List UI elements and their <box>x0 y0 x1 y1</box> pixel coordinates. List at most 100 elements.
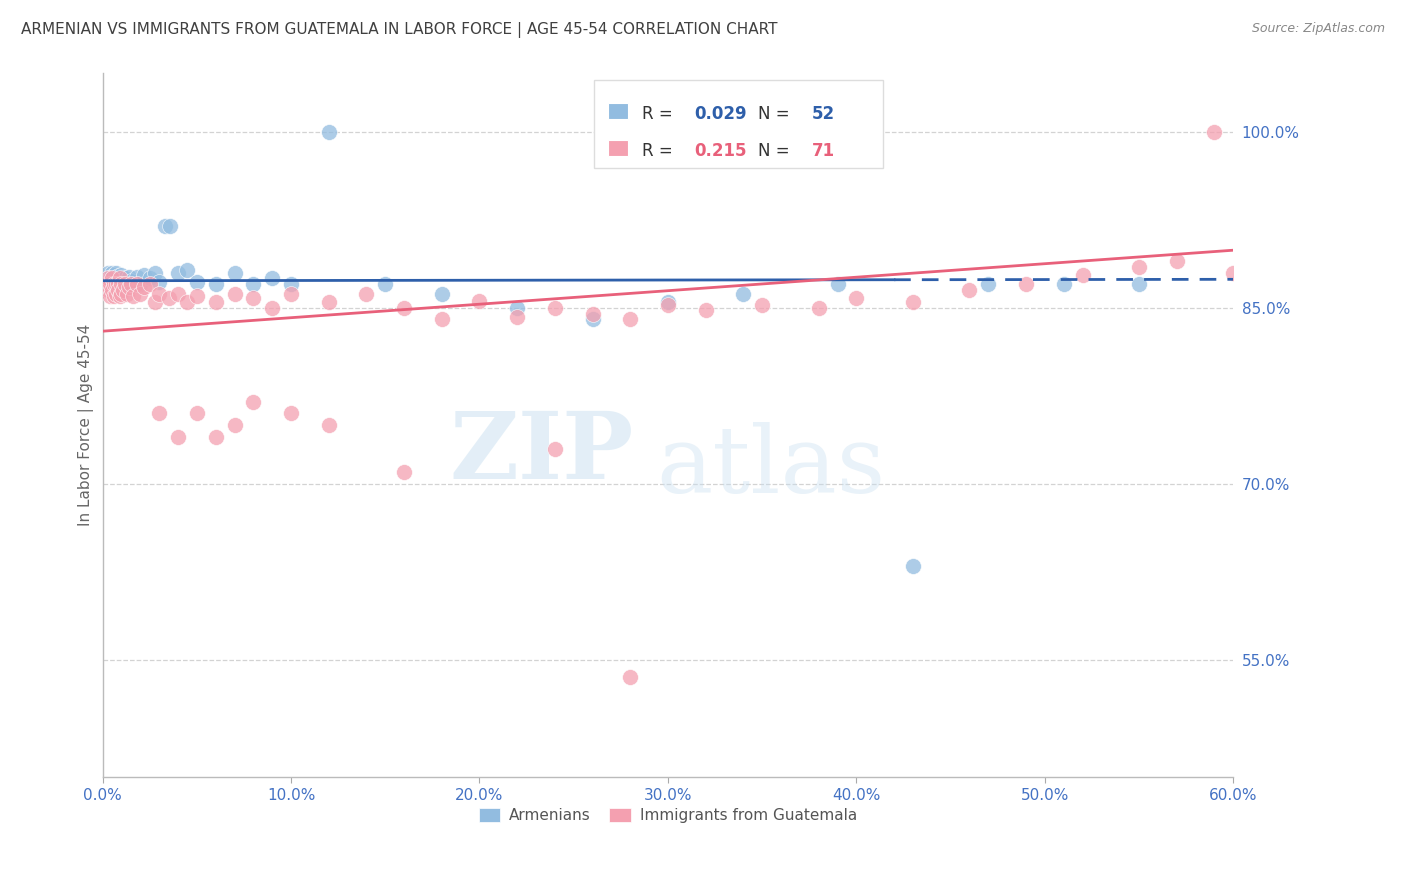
Point <box>104 277 127 292</box>
Text: ARMENIAN VS IMMIGRANTS FROM GUATEMALA IN LABOR FORCE | AGE 45-54 CORRELATION CHA: ARMENIAN VS IMMIGRANTS FROM GUATEMALA IN… <box>21 22 778 38</box>
Point <box>118 279 141 293</box>
Point <box>167 286 190 301</box>
Point <box>1128 277 1150 292</box>
Point <box>110 268 132 282</box>
Point <box>167 430 190 444</box>
Point <box>1071 268 1094 282</box>
Point <box>242 394 264 409</box>
Point <box>242 277 264 292</box>
Point <box>101 271 124 285</box>
Point <box>103 289 125 303</box>
Text: ZIP: ZIP <box>450 409 634 499</box>
Point <box>108 289 131 303</box>
Point <box>204 294 226 309</box>
Point <box>374 277 396 292</box>
Point <box>148 406 170 420</box>
Point <box>581 312 603 326</box>
Point <box>959 283 981 297</box>
Text: atlas: atlas <box>657 422 886 512</box>
Point <box>1166 253 1188 268</box>
Point <box>392 465 415 479</box>
Point <box>125 270 148 285</box>
Point <box>468 293 491 308</box>
Point <box>901 558 924 573</box>
Point <box>110 286 132 301</box>
Point <box>107 277 129 292</box>
Point <box>121 289 143 303</box>
Point <box>103 277 125 292</box>
Text: 0.029: 0.029 <box>695 105 747 123</box>
Point <box>845 291 868 305</box>
Point <box>242 291 264 305</box>
Point <box>132 268 155 282</box>
Point <box>186 289 208 303</box>
Point <box>977 277 1000 292</box>
Point <box>186 406 208 420</box>
Text: 52: 52 <box>811 105 835 123</box>
Point <box>101 271 124 285</box>
Text: 71: 71 <box>811 142 835 161</box>
Point <box>581 307 603 321</box>
FancyBboxPatch shape <box>595 80 883 168</box>
Point <box>1204 125 1226 139</box>
Point <box>262 271 284 285</box>
Point <box>318 125 340 139</box>
Point <box>97 266 120 280</box>
Point <box>101 283 124 297</box>
Text: Source: ZipAtlas.com: Source: ZipAtlas.com <box>1251 22 1385 36</box>
Point <box>733 286 755 301</box>
Point <box>159 219 181 233</box>
Bar <box>607 103 628 119</box>
Point <box>132 279 155 293</box>
Point <box>1015 277 1038 292</box>
Point <box>108 270 131 285</box>
Point <box>280 286 302 301</box>
Point <box>318 294 340 309</box>
Point <box>506 310 529 325</box>
Point <box>506 301 529 315</box>
Point <box>110 277 132 292</box>
Point <box>114 271 136 285</box>
Point <box>108 271 131 285</box>
Point <box>901 294 924 309</box>
Point <box>115 277 138 292</box>
Point <box>120 277 142 292</box>
Point <box>107 268 129 283</box>
Point <box>167 266 190 280</box>
Point <box>751 298 773 312</box>
Point <box>101 277 124 292</box>
Point <box>115 286 138 301</box>
Point <box>186 275 208 289</box>
Point <box>176 263 198 277</box>
Point <box>101 266 124 280</box>
Point <box>224 418 246 433</box>
Point <box>619 312 641 326</box>
Point <box>1053 277 1076 292</box>
Point <box>224 266 246 280</box>
Point <box>96 277 118 292</box>
Text: N =: N = <box>758 142 796 161</box>
Point <box>430 312 453 326</box>
Point <box>112 283 135 297</box>
Point <box>356 286 378 301</box>
Point <box>121 277 143 292</box>
Point <box>103 268 125 282</box>
Point <box>318 418 340 433</box>
Point <box>97 271 120 285</box>
Point <box>145 294 167 309</box>
Text: N =: N = <box>758 105 796 123</box>
Point <box>112 275 135 289</box>
Y-axis label: In Labor Force | Age 45-54: In Labor Force | Age 45-54 <box>79 324 94 526</box>
Point <box>176 294 198 309</box>
Point <box>157 291 180 305</box>
Point <box>125 277 148 292</box>
Point <box>104 266 127 280</box>
Point <box>619 670 641 684</box>
Point <box>657 294 679 309</box>
Point <box>107 283 129 297</box>
Point <box>114 277 136 292</box>
Point <box>827 277 849 292</box>
Text: 0.215: 0.215 <box>695 142 747 161</box>
Point <box>96 277 118 292</box>
Point <box>224 286 246 301</box>
